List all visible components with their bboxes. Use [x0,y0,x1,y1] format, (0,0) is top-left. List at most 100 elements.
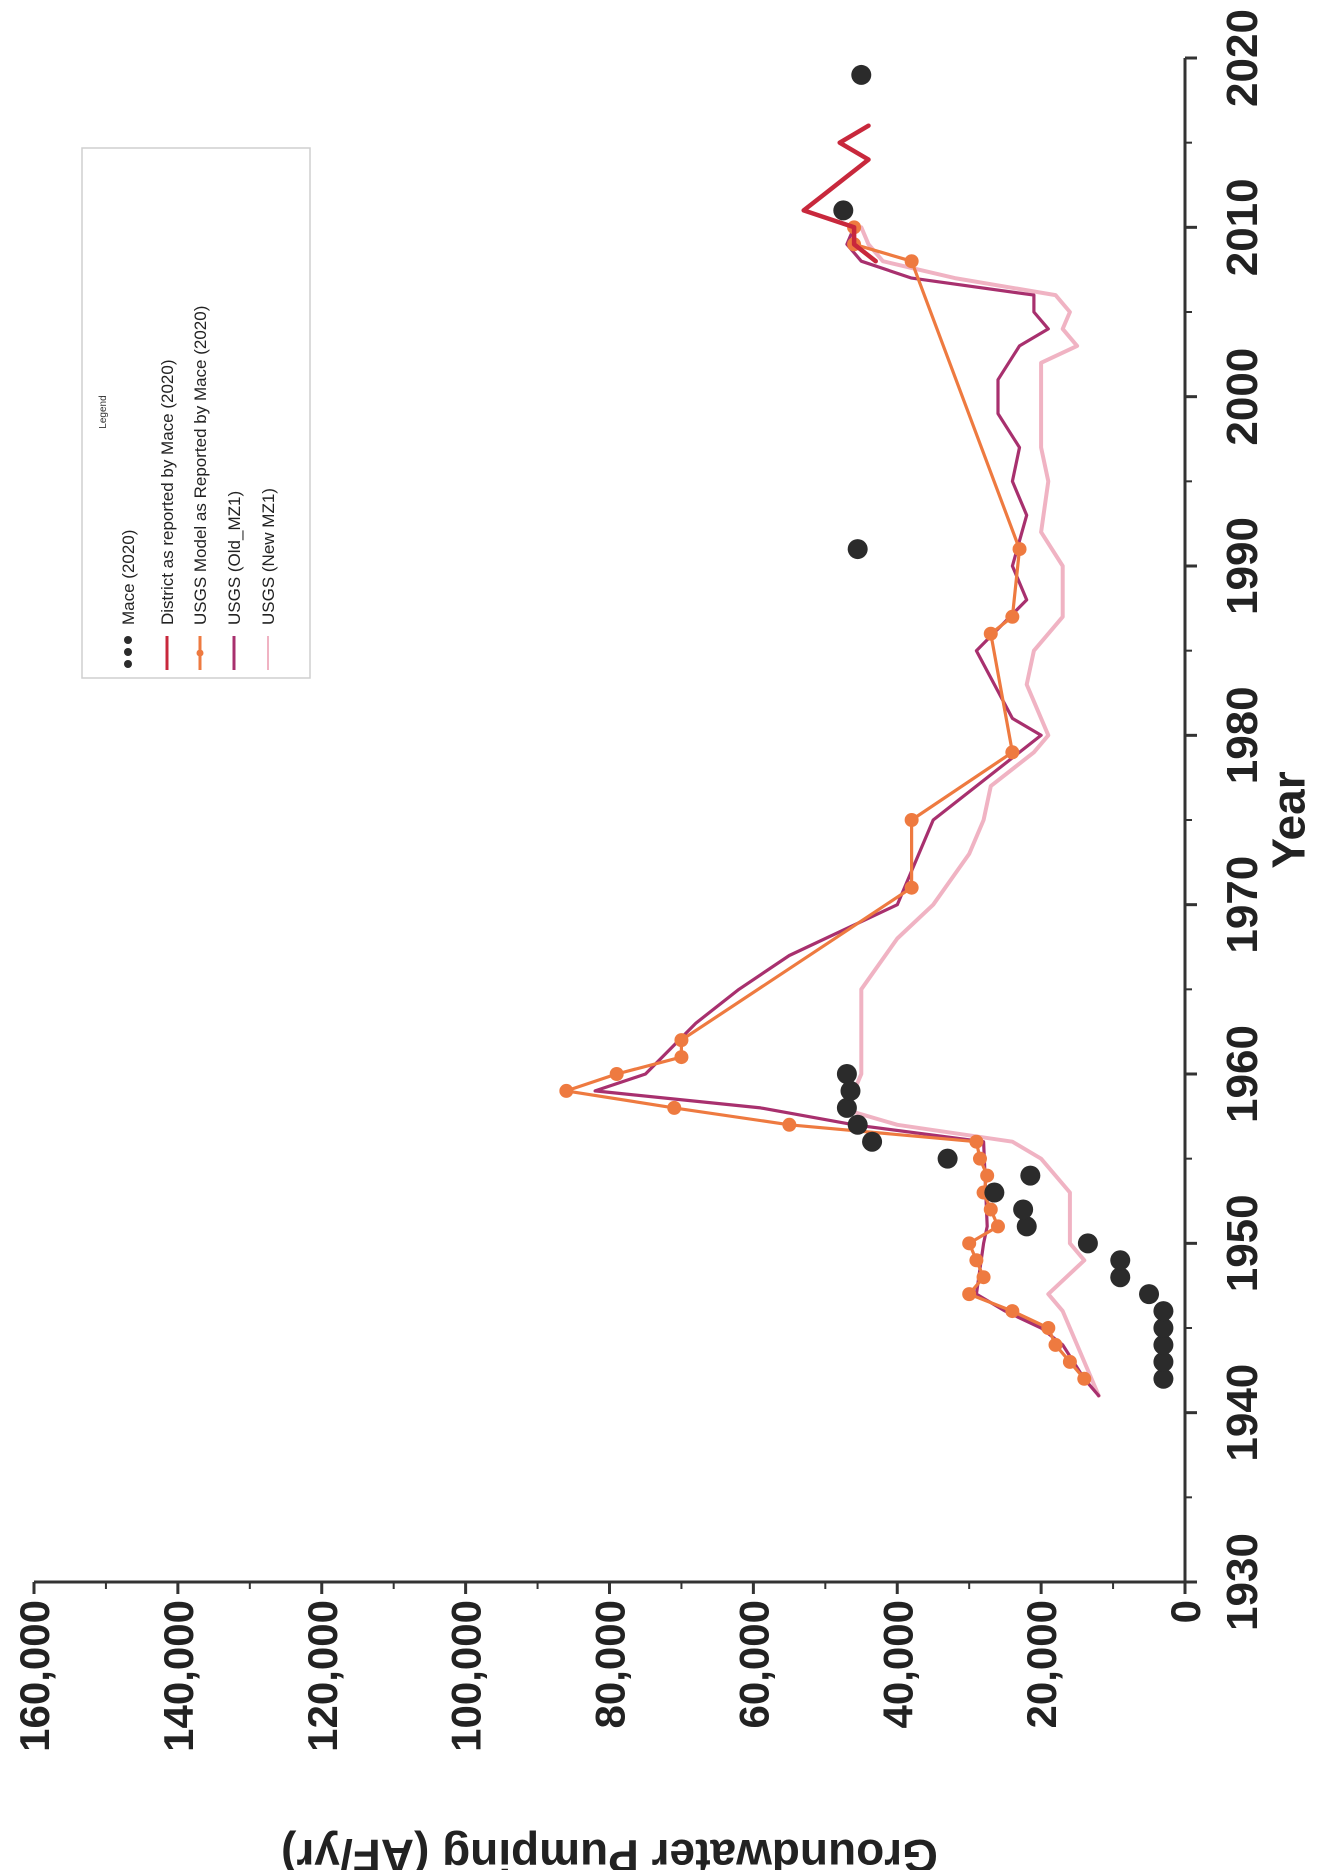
data-point [1110,1250,1131,1271]
data-point [972,1151,987,1166]
year-tick-label: 1950 [1218,1194,1267,1292]
data-point [984,1182,1005,1203]
value-tick-label: 140,000 [155,1600,202,1752]
value-tick-label: 60,000 [730,1600,777,1728]
data-point [969,1253,984,1268]
value-tick-label: 0 [1162,1600,1209,1623]
value-tick-label: 80,000 [587,1600,634,1728]
data-point [1077,1371,1092,1386]
legend-marker [124,648,132,656]
year-tick-label: 2000 [1218,348,1267,446]
legend-marker [124,636,132,644]
legend-symbol [124,636,132,668]
data-point [674,1050,689,1065]
data-point [983,626,998,641]
data-point [836,1097,857,1118]
data-point [962,1287,977,1302]
value-axis-title: Groundwater Pumping (AF/yr) [281,1830,938,1870]
data-point [962,1236,977,1251]
data-point [674,1033,689,1048]
data-point [1013,1199,1034,1220]
year-tick-label: 1990 [1218,517,1267,615]
year-tick-group: 1980 [1218,686,1267,784]
year-tick-group: 2020 [1218,9,1267,107]
year-tick-label: 2020 [1218,9,1267,107]
data-point [990,1219,1005,1234]
legend-title-group: Legend [98,395,109,428]
data-point [1048,1337,1063,1352]
series-2 [559,220,1092,1386]
legend-item: District as reported by Mace (2020) [158,360,177,626]
series-3 [593,225,1101,1398]
data-point [1062,1354,1077,1369]
data-point [1020,1165,1041,1186]
value-tick-group: 40,000 [874,1600,921,1728]
legend-label: USGS (Old_MZ1) [225,491,244,625]
data-point [980,1168,995,1183]
value-tick-label: 40,000 [874,1600,921,1728]
legend-entries: Mace (2020) District as reported by Mace … [119,306,278,670]
data-point [1077,1233,1098,1254]
data-point [1139,1284,1160,1305]
data-point [1153,1301,1174,1322]
data-point [840,1080,861,1101]
legend-title: Legend [98,395,109,428]
year-tick-group: 2000 [1218,348,1267,446]
data-point [1005,1304,1020,1319]
data-point [559,1083,574,1098]
year-tick-label: 1960 [1218,1025,1267,1123]
data-point [667,1100,682,1115]
legend: Mace (2020) District as reported by Mace … [81,147,311,679]
axes: 0 20,000 40,000 60,000 80,000 100,000 120,000 1… [11,9,1315,1870]
series-1 [801,123,878,264]
data-point [1153,1318,1174,1338]
data-point [976,1270,991,1285]
value-tick-group: 120,000 [299,1600,346,1752]
legend-item: USGS Model as Reported by Mace (2020) [191,306,210,625]
value-tick-label: 100,000 [443,1600,490,1752]
legend-item: USGS (New MZ1) [259,488,278,625]
year-tick-group: 1950 [1218,1194,1267,1292]
legend-label: USGS Model as Reported by Mace (2020) [191,306,210,625]
data-point [1012,542,1027,557]
data-point [904,880,919,895]
value-tick-group: 60,000 [730,1600,777,1728]
value-axis-title-group: Groundwater Pumping (AF/yr) [281,1830,938,1870]
year-tick-label: 1930 [1218,1533,1267,1631]
data-point [969,1134,984,1149]
value-tick-group: 80,000 [587,1600,634,1728]
legend-marker [124,660,132,668]
data-point [833,200,854,221]
data-point [862,1131,883,1152]
legend-item: USGS (Old_MZ1) [225,491,244,625]
series-line [593,225,1101,1398]
value-tick-label: 120,000 [299,1600,346,1752]
year-tick-label: 2010 [1218,178,1267,276]
legend-box [81,147,311,679]
year-tick-group: 1970 [1218,856,1267,954]
data-point [937,1148,958,1169]
year-tick-label: 1940 [1218,1364,1267,1462]
data-point [847,539,868,560]
year-tick-group: 1940 [1218,1364,1267,1462]
data-point [1041,1321,1056,1335]
data-point [904,813,919,827]
data-point [782,1117,797,1132]
value-tick-group: 160,000 [11,1600,58,1752]
data-point [847,1114,868,1135]
data-point [1005,609,1020,624]
data-point [1016,1216,1037,1237]
data-point [609,1067,624,1081]
data-point [851,64,872,85]
data-point [904,254,919,269]
year-tick-group: 1930 [1218,1533,1267,1631]
value-tick-group: 140,000 [155,1600,202,1752]
value-tick-label: 160,000 [11,1600,58,1752]
year-tick-group: 2010 [1218,178,1267,276]
data-point [1005,745,1020,760]
data-point [1153,1351,1174,1372]
series-4 [837,225,1101,1398]
legend-item: Mace (2020) [119,530,138,625]
legend-symbol [196,636,204,670]
